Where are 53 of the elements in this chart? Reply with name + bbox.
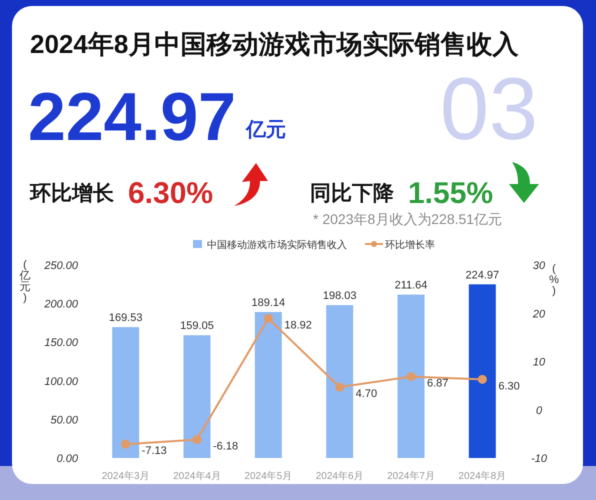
data-label: 6.30 (498, 380, 520, 392)
point (478, 374, 487, 384)
point (121, 440, 130, 449)
data-label: 189.14 (252, 296, 286, 309)
y-tick-label: 50.00 (50, 414, 79, 426)
y2-tick-label: 20 (532, 308, 546, 320)
x-tick-label: 2024年6月 (316, 470, 364, 482)
chart-title: 2024年8月中国移动游戏市场实际销售收入 (30, 29, 520, 59)
y2-tick-label: 0 (536, 404, 543, 417)
y2-tick-label: -10 (531, 453, 548, 465)
point (264, 314, 273, 323)
x-tick-label: 2024年5月 (244, 470, 292, 482)
bar (398, 294, 424, 458)
y-axis-title: (亿元) (18, 259, 30, 304)
data-label: 159.05 (180, 320, 214, 332)
x-tick-label: 2024年7月 (387, 470, 435, 482)
y2-axis-title: (%) (549, 263, 560, 297)
data-label: 169.53 (108, 312, 142, 324)
point (406, 372, 416, 382)
y-tick-label: 150.00 (44, 337, 79, 350)
text: 同比下降 (310, 182, 395, 205)
y-tick-label: 0.00 (56, 453, 79, 465)
text: 亿元 (245, 119, 286, 141)
y2-tick-label: 30 (532, 260, 546, 272)
bar (326, 305, 354, 458)
bar (112, 327, 140, 458)
x-tick-label: 2024年8月 (458, 470, 506, 482)
y-tick-label: 200.00 (43, 298, 79, 311)
text: 环比增长 (29, 182, 115, 205)
y-tick-label: 250.00 (43, 260, 79, 272)
data-label: -6.18 (213, 440, 238, 453)
bar (468, 284, 496, 458)
y2-tick-label: 10 (532, 356, 546, 368)
x-tick-label: 2024年4月 (173, 470, 221, 482)
data-label: 198.03 (322, 290, 356, 302)
data-label: 224.97 (466, 269, 500, 282)
text: 6.30% (128, 177, 214, 210)
legend-label: 环比增长率 (385, 239, 435, 251)
y-tick-label: 100.00 (44, 376, 79, 388)
point (192, 435, 202, 444)
data-label: 18.92 (284, 319, 312, 332)
text: * 2023年8月收入为228.51亿元 (313, 211, 502, 227)
text: 1.55% (408, 177, 494, 210)
point (335, 382, 344, 392)
text: 224.97 (28, 79, 236, 155)
data-label: 4.70 (356, 388, 378, 400)
data-label: 211.64 (394, 280, 428, 292)
bar (184, 335, 210, 458)
x-tick-label: 2024年3月 (102, 470, 150, 482)
data-label: -7.13 (142, 445, 167, 458)
bar (254, 312, 282, 458)
legend-label: 中国移动游戏市场实际销售收入 (207, 239, 347, 251)
data-label: 6.87 (427, 378, 448, 390)
